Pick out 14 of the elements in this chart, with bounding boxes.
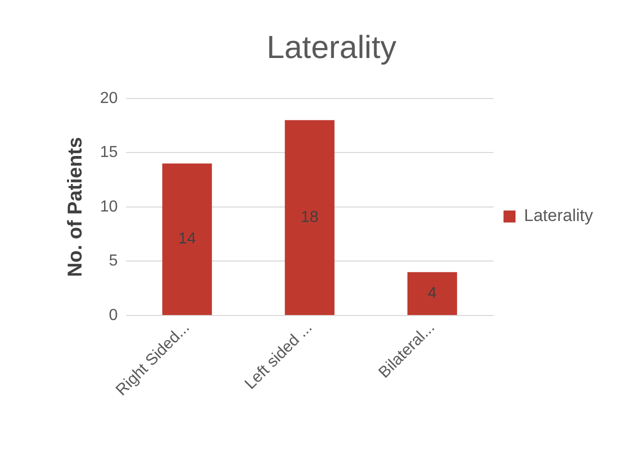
bar	[407, 272, 458, 316]
y-axis-title: No. of Patients	[64, 136, 87, 277]
data-label: 18	[300, 208, 319, 226]
data-label: 14	[178, 230, 196, 248]
y-tick-label: 0	[108, 306, 118, 324]
legend-label: Laterality	[524, 206, 594, 226]
bar	[162, 164, 212, 316]
bar	[284, 120, 334, 316]
y-tick-label: 15	[100, 144, 118, 162]
y-tick-label: 10	[100, 198, 118, 216]
y-tick-label: 5	[108, 252, 118, 270]
y-tick-label: 20	[100, 90, 118, 107]
data-label: 4	[428, 284, 437, 302]
chart-title: Laterality	[266, 29, 396, 66]
